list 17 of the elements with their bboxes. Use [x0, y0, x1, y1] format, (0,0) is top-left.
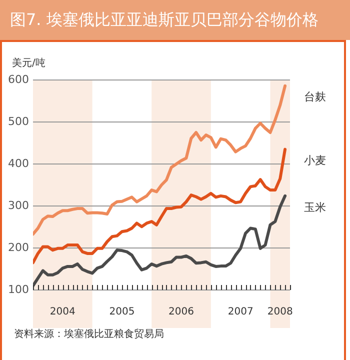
- x-tick-label: 2008: [267, 306, 293, 318]
- series-label: 小麦: [304, 154, 326, 168]
- chart-title: 图7. 埃塞俄比亚亚迪斯亚贝巴部分谷物价格: [0, 0, 350, 40]
- y-tick-label: 300: [8, 198, 29, 212]
- series-label: 玉米: [304, 200, 326, 214]
- y-tick-label: 500: [8, 114, 29, 128]
- y-tick-label: 400: [8, 156, 29, 170]
- x-tick-label: 2006: [168, 306, 194, 318]
- x-tick-label: 2007: [228, 306, 254, 318]
- text: 资料来源：埃塞俄比亚粮食贸易局: [14, 328, 164, 341]
- x-tick-label: 2004: [50, 306, 76, 318]
- y-axis-title: 美元/吨: [12, 56, 46, 70]
- y-tick-label: 100: [8, 282, 29, 296]
- y-tick-label: 200: [8, 240, 29, 254]
- x-tick-label: 2005: [109, 306, 135, 318]
- series-label: 台麸: [304, 90, 326, 104]
- y-tick-label: 600: [8, 72, 29, 86]
